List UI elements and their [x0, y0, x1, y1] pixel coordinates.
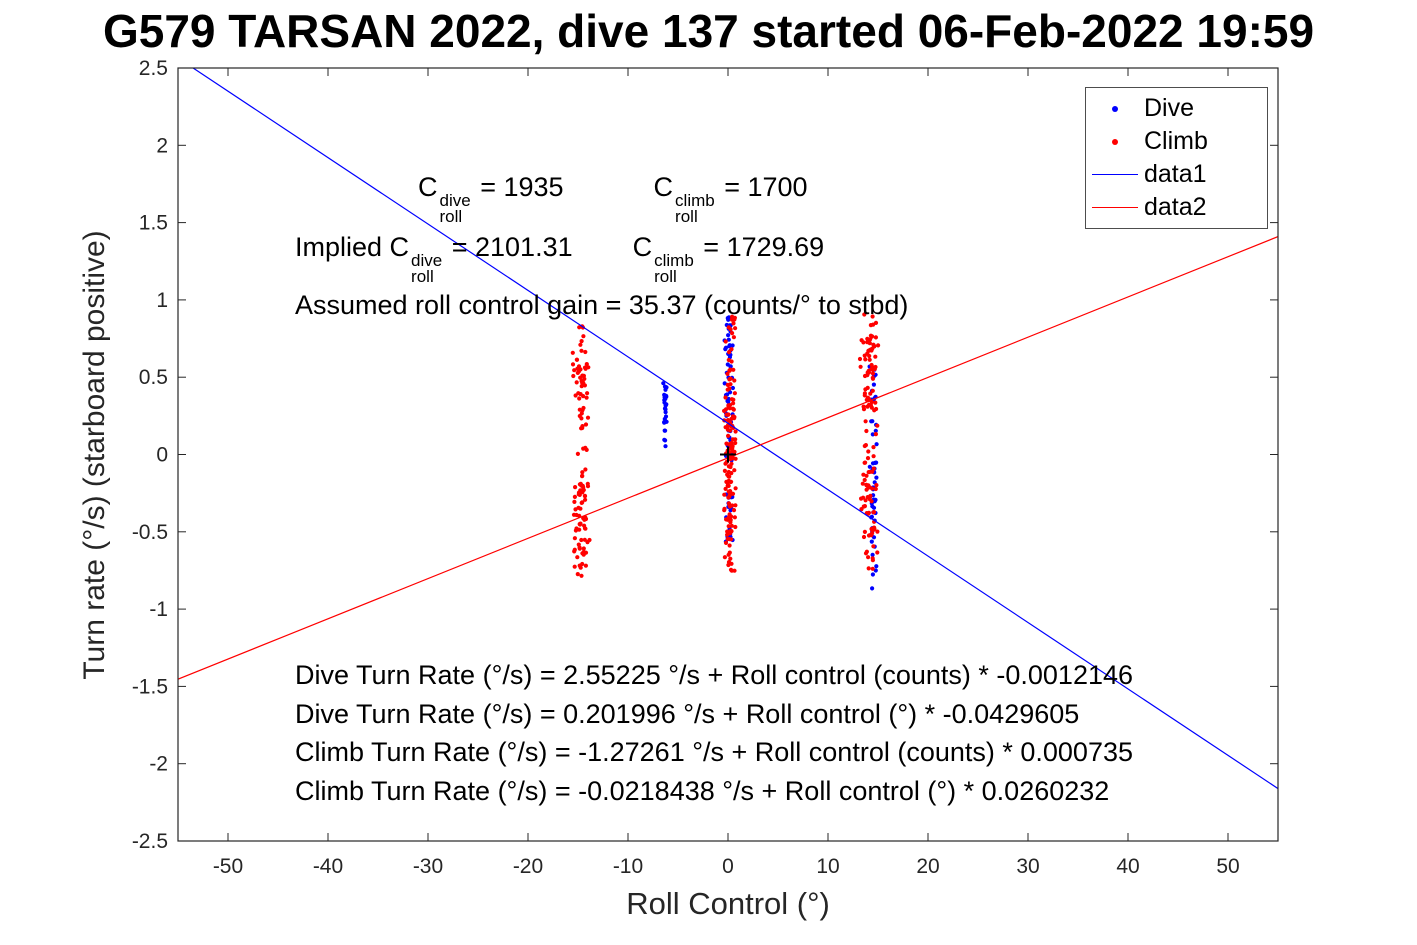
y-tick-label: -2 [149, 753, 168, 776]
y-tick-label: -1 [149, 598, 168, 621]
legend-line-marker [1086, 174, 1144, 175]
y-tick-label: -1.5 [132, 675, 168, 698]
y-tick-label: 0.5 [139, 366, 168, 389]
x-tick-label: 40 [1116, 855, 1139, 878]
y-tick-label: 2.5 [139, 57, 168, 80]
legend-item-data2: data2 [1086, 191, 1267, 224]
legend: Dive Climb data1 data2 [1085, 87, 1268, 229]
legend-label: data2 [1144, 193, 1207, 221]
legend-dot-marker [1086, 138, 1144, 145]
annotation-text: Implied C [295, 232, 410, 262]
legend-item-dive: Dive [1086, 92, 1267, 125]
sub-superscript: dive roll [411, 251, 443, 287]
legend-label: Dive [1144, 94, 1195, 122]
annotation-text: C [653, 172, 674, 202]
y-tick-label: 1 [156, 289, 168, 312]
equation-climb-counts: Climb Turn Rate (°/s) = -1.27261 °/s + R… [295, 737, 1133, 767]
line-icon [1092, 207, 1138, 208]
y-tick-label: 1.5 [139, 212, 168, 235]
annotation-text: = 1729.69 [695, 232, 825, 262]
legend-dot-marker [1086, 105, 1144, 112]
scatter-climb [570, 312, 881, 578]
sub-superscript: dive roll [439, 191, 471, 227]
x-tick-label: -30 [413, 855, 443, 878]
annotation-text: = 1700 [716, 172, 808, 202]
sub-superscript: climb roll [654, 251, 694, 287]
y-tick-labels: -2.5 -2 -1.5 -1 -0.5 0 0.5 1 1.5 2 2.5 [132, 57, 168, 853]
annotation-text: C [418, 172, 438, 202]
line-icon [1092, 174, 1138, 175]
legend-item-data1: data1 [1086, 158, 1267, 191]
y-tick-label: -0.5 [132, 521, 168, 544]
legend-line-marker [1086, 207, 1144, 208]
origin-plus-marker [720, 446, 736, 463]
legend-item-climb: Climb [1086, 125, 1267, 158]
x-tick-label: 50 [1216, 855, 1239, 878]
y-axis-label: Turn rate (°/s) (starboard positive) [78, 230, 111, 680]
equation-dive-counts: Dive Turn Rate (°/s) = 2.55225 °/s + Rol… [295, 660, 1134, 690]
x-tick-label: 20 [916, 855, 939, 878]
y-tick-label: 0 [156, 444, 168, 467]
x-tick-label: -50 [213, 855, 243, 878]
dot-icon [1112, 138, 1118, 145]
x-axis-label: Roll Control (°) [626, 886, 830, 921]
annotation-text: = 1935 [472, 172, 654, 202]
plot-border [177, 67, 1279, 842]
dot-icon [1112, 105, 1118, 112]
figure-title: G579 TARSAN 2022, dive 137 started 06-Fe… [102, 5, 1315, 57]
annotation-text: C [632, 232, 653, 262]
equation-climb-deg: Climb Turn Rate (°/s) = -0.0218438 °/s +… [295, 775, 1110, 806]
annotation-roll-gain: Assumed roll control gain = 35.37 (count… [295, 290, 908, 321]
fit-line-data1 [192, 68, 1278, 790]
equation-dive-deg: Dive Turn Rate (°/s) = 0.201996 °/s + Ro… [295, 698, 1080, 729]
annotation-text: Assumed roll control gain = 35.37 (count… [295, 290, 909, 320]
x-tick-label: -20 [513, 855, 543, 878]
x-tick-label: 0 [722, 855, 734, 878]
x-tick-label: -10 [613, 855, 643, 878]
x-tick-labels: -50 -40 -30 -20 -10 0 10 20 30 40 50 [213, 855, 1240, 878]
annotation-text: = 2101.31 [444, 232, 633, 262]
x-tick-label: -40 [313, 855, 343, 878]
legend-label: Climb [1144, 127, 1208, 155]
y-tick-label: 2 [156, 134, 168, 157]
scatter-dive [661, 315, 879, 591]
x-tick-label: 30 [1016, 855, 1039, 878]
sub-superscript: climb roll [675, 191, 715, 227]
x-tick-label: 10 [816, 855, 839, 878]
fit-equations: Dive Turn Rate (°/s) = 2.55225 °/s + Rol… [295, 656, 1133, 810]
legend-label: data1 [1144, 160, 1207, 188]
y-tick-label: -2.5 [132, 830, 168, 853]
